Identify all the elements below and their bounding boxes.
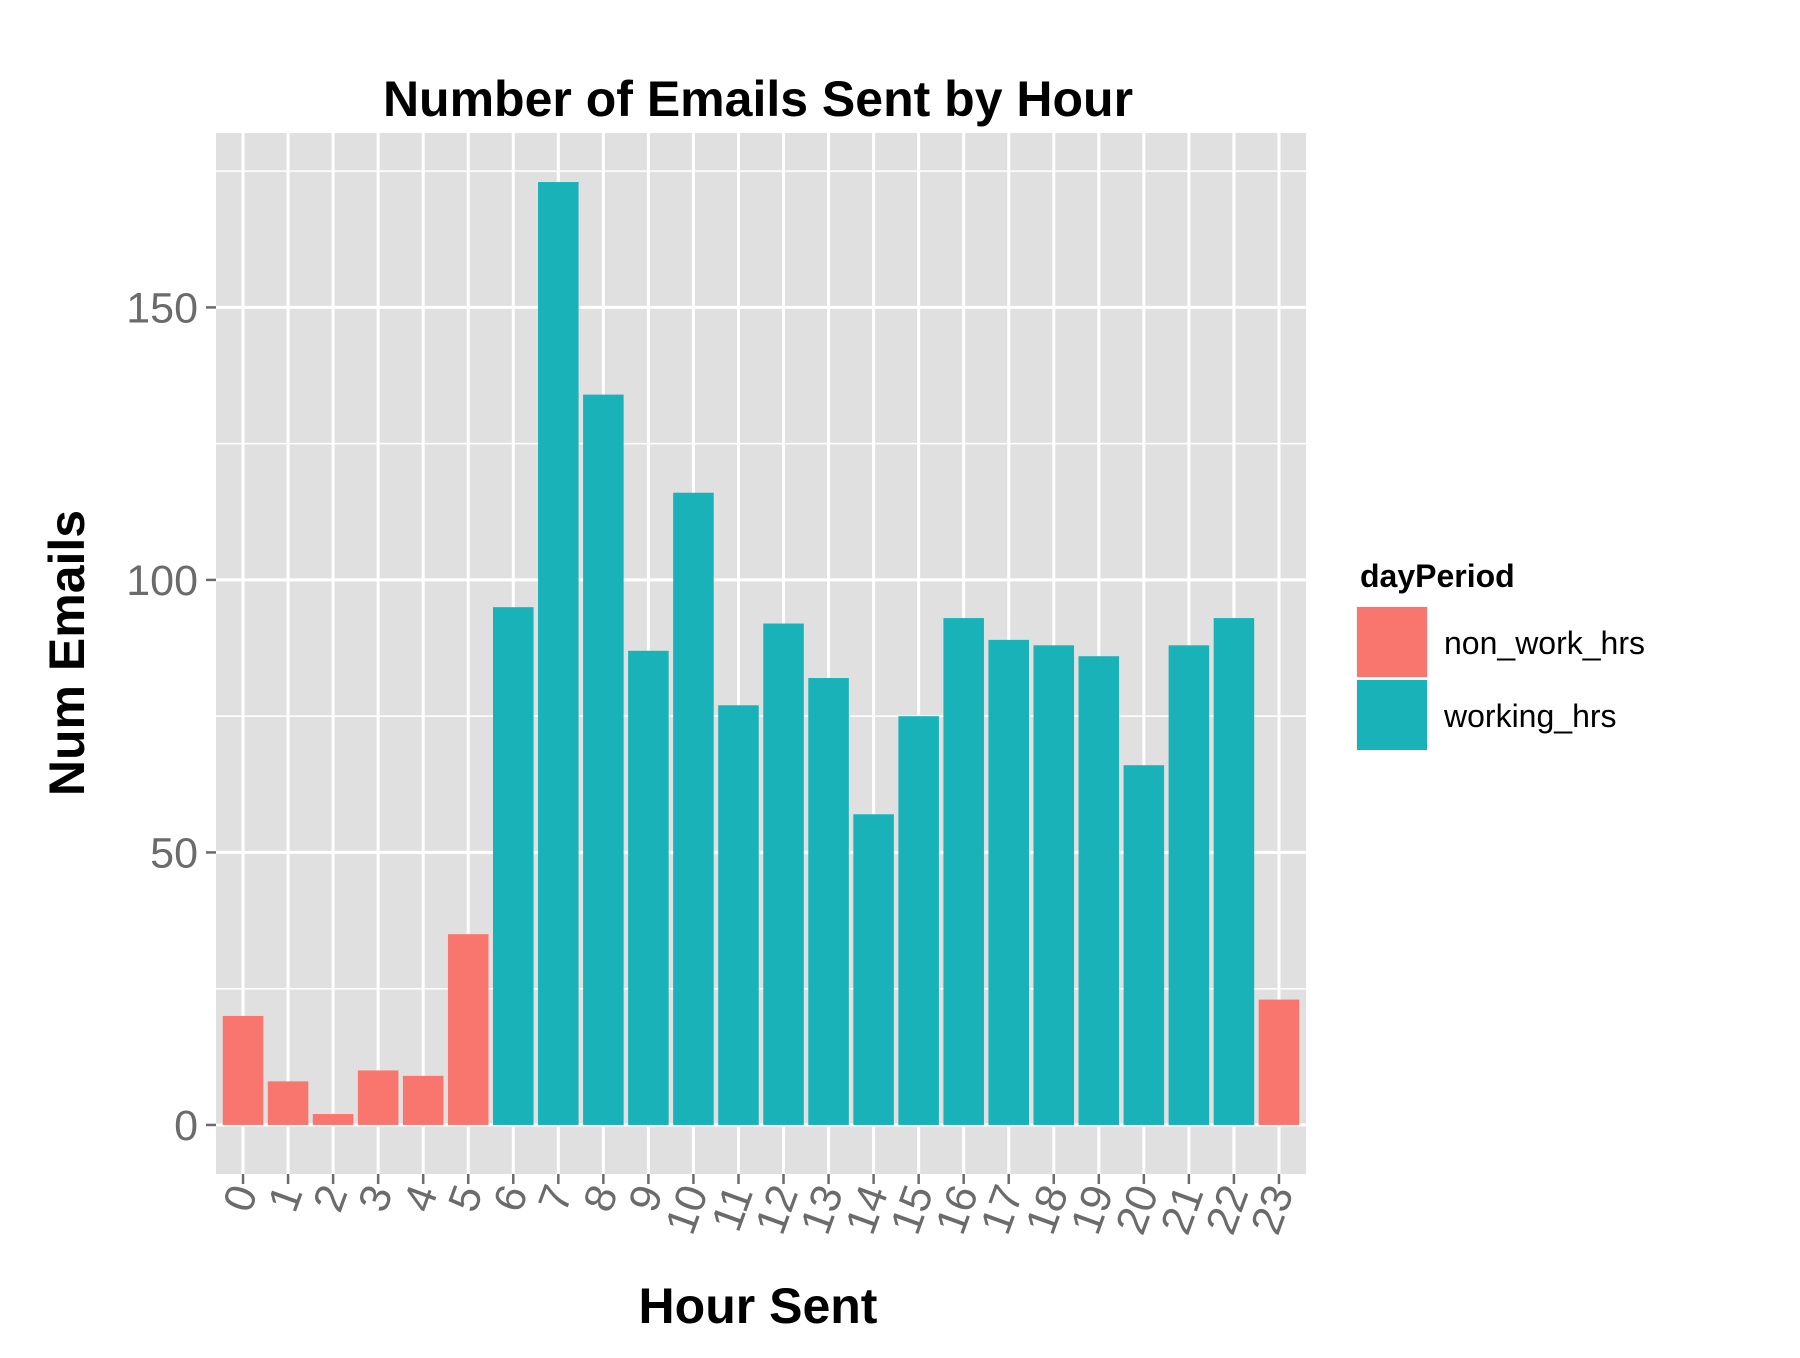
bar-16 (943, 618, 984, 1125)
y-tick-label: 150 (126, 284, 198, 332)
bar-20 (1123, 765, 1165, 1125)
bar-19 (1078, 656, 1120, 1125)
bar-18 (1033, 645, 1075, 1125)
bar-9 (628, 650, 669, 1125)
y-tick-label: 50 (150, 829, 198, 877)
bar-23 (1258, 999, 1300, 1125)
bar-7 (538, 182, 579, 1125)
bar-15 (898, 716, 939, 1125)
legend: dayPeriod non_work_hrs working_hrs (1356, 558, 1645, 751)
legend-swatch-working_hrs (1357, 680, 1427, 750)
bar-2 (312, 1114, 354, 1125)
bar-17 (988, 639, 1029, 1125)
bars (222, 182, 1300, 1125)
y-tick-label: 100 (126, 557, 198, 605)
bar-21 (1168, 645, 1210, 1125)
legend-title: dayPeriod (1360, 558, 1515, 594)
x-axis-title: Hour Sent (639, 1278, 878, 1334)
bar-10 (673, 492, 714, 1125)
chart-title: Number of Emails Sent by Hour (383, 71, 1133, 127)
bar-1 (267, 1081, 309, 1125)
bar-8 (583, 394, 624, 1125)
bar-6 (493, 607, 534, 1125)
bar-13 (808, 678, 849, 1125)
bar-5 (447, 934, 489, 1125)
bar-4 (402, 1075, 444, 1125)
y-axis-title: Num Emails (39, 510, 95, 796)
legend-label-working_hrs: working_hrs (1443, 698, 1617, 734)
bar-12 (763, 623, 804, 1125)
x-tick-label-23: 23 (1242, 1179, 1303, 1240)
bar-22 (1213, 618, 1255, 1125)
legend-label-non_work_hrs: non_work_hrs (1444, 625, 1645, 661)
y-axis: 0 50 100 150 (126, 284, 216, 1150)
legend-swatch-non_work_hrs (1357, 607, 1427, 677)
bar-11 (718, 705, 759, 1125)
bar-14 (853, 814, 894, 1125)
y-tick-label: 0 (174, 1102, 198, 1150)
legend-entries: non_work_hrs working_hrs (1356, 606, 1645, 751)
bar-0 (222, 1015, 264, 1125)
bar-3 (357, 1070, 399, 1125)
